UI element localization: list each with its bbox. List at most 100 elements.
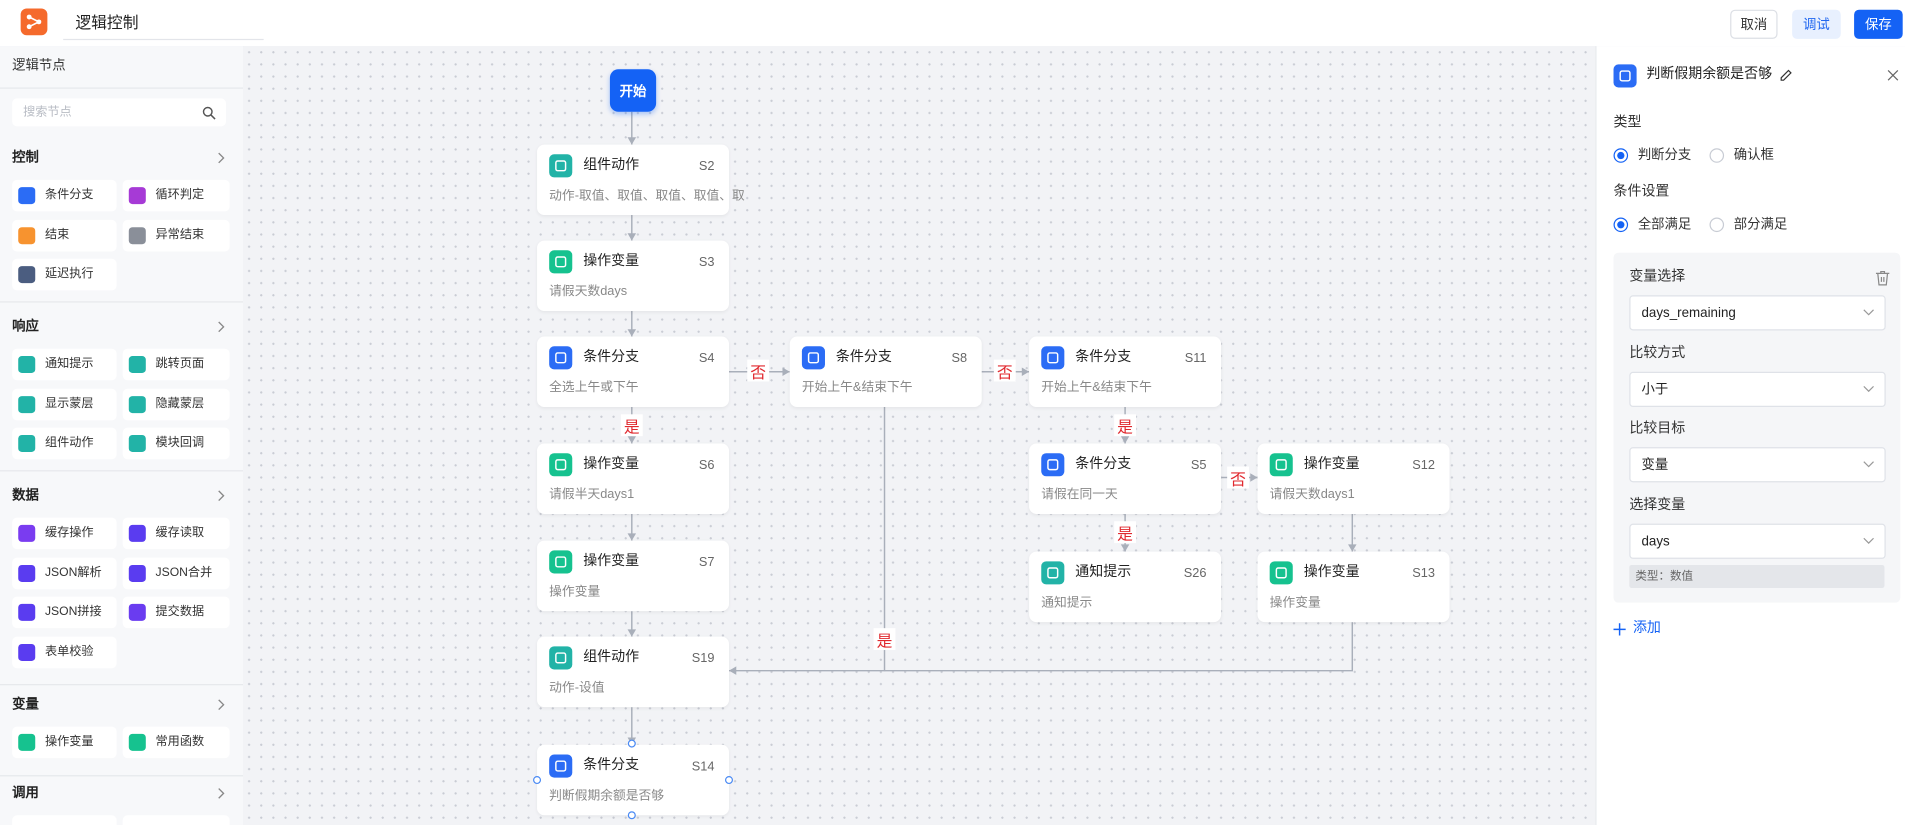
flow-node-id: S5 (1190, 458, 1207, 473)
logo (20, 8, 48, 36)
flow-node-glyph (1047, 352, 1059, 364)
flow-node-desc: 请假天数days (549, 284, 628, 299)
flow-node[interactable]: 条件分支 S14 判断假期余额是否够 (537, 744, 729, 816)
node-item-icon (18, 395, 36, 413)
glyph (1619, 70, 1631, 82)
radio-label[interactable]: 全部满足 (1637, 217, 1692, 233)
node-item[interactable]: 异常结束 (122, 219, 230, 252)
flow-node[interactable]: 通知提示 S26 通知提示 (1029, 551, 1222, 623)
flow-node-desc: 开始上午&结束下午 (801, 380, 913, 395)
flow-node-icon (1269, 453, 1293, 477)
flow-node-desc: 全选上午或下午 (549, 380, 639, 395)
property-panel: 判断假期余额是否够 类型 判断分支 确认框 条件设置 全部满足 部分满足 变量选择 days_r… (1595, 46, 1905, 825)
flow-node[interactable]: 条件分支 S4 全选上午或下午 (537, 336, 729, 408)
edge-arrow (1021, 367, 1030, 377)
flow-node[interactable]: 操作变量 S6 请假半天days1 (537, 443, 729, 514)
type-tag-text: 类型：数值 (1635, 569, 1694, 584)
node-item[interactable]: 循环判定 (122, 179, 230, 212)
start-node[interactable]: 开始 (609, 69, 657, 112)
header-button[interactable]: 取消 (1730, 9, 1778, 39)
radio-label[interactable]: 判断分支 (1637, 148, 1692, 163)
select[interactable]: 小于 (1629, 371, 1886, 407)
flow-node-desc: 通知提示 (1041, 595, 1093, 610)
node-item-label: 缓存读取 (155, 526, 205, 540)
flow-node-glyph (555, 352, 567, 364)
search-placeholder: 搜索节点 (23, 105, 72, 120)
header-button[interactable]: 调试 (1792, 9, 1841, 39)
group-chevron (218, 152, 225, 164)
edge-arrow (1250, 473, 1258, 482)
node-item-label: 模块回调 (155, 436, 205, 451)
glyph (1047, 567, 1059, 579)
field-label: 比较目标 (1629, 422, 1686, 437)
node-item[interactable]: 显示蒙层 (12, 388, 117, 421)
node-item-label: 隐藏蒙层 (155, 396, 205, 411)
title-underline (63, 38, 264, 41)
node-item[interactable]: 表单校验 (12, 636, 117, 669)
flow-node-icon (549, 646, 573, 670)
node-item-icon (128, 226, 146, 244)
node-item[interactable]: 延迟执行 (12, 259, 117, 291)
flow-node-icon (549, 550, 573, 574)
node-item[interactable]: 缓存操作 (12, 517, 117, 550)
node-item-label: 常用函数 (155, 735, 205, 749)
flow-node-title: 操作变量 (1303, 456, 1360, 472)
arrow (1863, 537, 1874, 545)
flow-node[interactable]: 操作变量 S13 操作变量 (1257, 551, 1450, 623)
node-item[interactable]: 缓存读取 (122, 517, 230, 550)
flow-node-glyph (555, 256, 567, 268)
glyph (1047, 459, 1059, 471)
node-item[interactable]: 提交数据 (122, 597, 230, 629)
node-item[interactable] (122, 815, 230, 825)
edge-label-box: 否 (993, 359, 1016, 382)
node-item[interactable]: JSON拼接 (12, 597, 117, 629)
flow-node-desc: 开始上午&结束下午 (1041, 380, 1152, 395)
add-button[interactable]: 添加 (1632, 620, 1661, 636)
node-item[interactable]: 隐藏蒙层 (122, 388, 230, 421)
node-item[interactable]: 跳转页面 (122, 348, 230, 381)
flow-node[interactable]: 操作变量 S3 请假天数days (537, 240, 729, 312)
divider (0, 301, 243, 303)
radio-label[interactable]: 部分满足 (1733, 217, 1788, 233)
node-item[interactable]: 通知提示 (12, 348, 117, 381)
edge-label-box: 否 (1227, 466, 1250, 489)
search-box[interactable]: 搜索节点 (12, 98, 226, 127)
divider (0, 684, 243, 686)
flow-node-glyph (1275, 567, 1287, 579)
node-item-icon (18, 524, 36, 542)
node-item-icon (18, 733, 36, 751)
node-item-icon (128, 395, 146, 413)
flow-node[interactable]: 操作变量 S7 操作变量 (537, 540, 729, 612)
node-item[interactable]: 操作变量 (12, 726, 117, 759)
group-title: 数据 (12, 488, 39, 504)
flow-node[interactable]: 组件动作 S19 动作-设值 (537, 636, 729, 708)
node-item[interactable]: 模块回调 (122, 428, 230, 460)
flow-node[interactable]: 操作变量 S12 请假天数days1 (1257, 443, 1450, 514)
arrow (1863, 385, 1874, 392)
flow-node[interactable]: 条件分支 S8 开始上午&结束下午 (789, 336, 982, 408)
flow-node-desc: 操作变量 (1269, 595, 1321, 610)
node-item[interactable]: 常用函数 (122, 726, 230, 759)
node-item[interactable]: JSON合并 (122, 557, 230, 589)
select[interactable]: days_remaining (1629, 295, 1886, 331)
flow-node[interactable]: 条件分支 S5 请假在同一天 (1029, 443, 1222, 514)
field-label: 比较方式 (1629, 345, 1686, 361)
node-item[interactable]: 条件分支 (12, 179, 117, 212)
glyph (555, 160, 567, 172)
flow-node[interactable]: 条件分支 S11 开始上午&结束下午 (1029, 336, 1222, 408)
select[interactable]: days (1629, 523, 1886, 560)
flow-node-id: S6 (698, 458, 715, 473)
select[interactable]: 变量 (1629, 447, 1886, 483)
node-item[interactable]: JSON解析 (12, 557, 117, 589)
node-item[interactable]: 组件动作 (12, 428, 117, 460)
flow-node-id: S7 (698, 555, 715, 570)
node-item[interactable] (12, 815, 117, 825)
header-button[interactable]: 保存 (1854, 9, 1903, 39)
edge-arrow (1120, 436, 1130, 444)
start-label: 开始 (619, 84, 647, 100)
radio-label[interactable]: 确认框 (1733, 148, 1774, 163)
section-label: 类型 (1613, 115, 1642, 131)
node-item[interactable]: 结束 (12, 219, 117, 252)
flow-node[interactable]: 组件动作 S2 动作-取值、取值、取值、取值、取 (537, 144, 745, 216)
condition-card: 变量选择 days_remaining 比较方式 小于 比较目标 变量 选择变量 days 类型… (1613, 252, 1901, 603)
